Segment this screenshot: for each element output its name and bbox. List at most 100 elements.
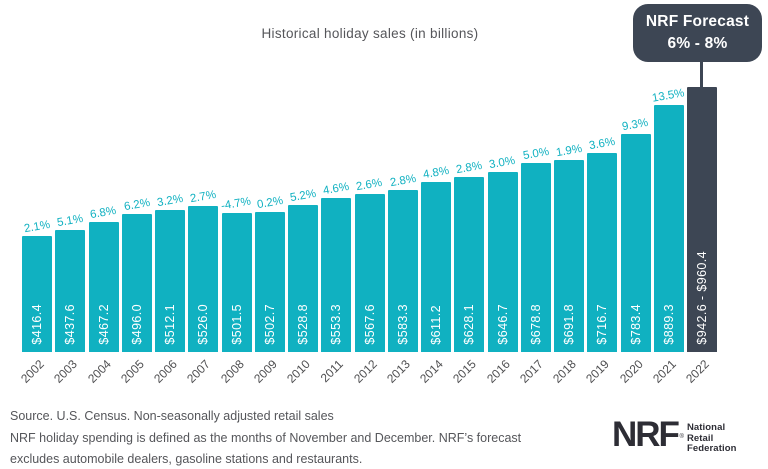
growth-pct-label-2014: 4.8%: [422, 164, 450, 182]
sales-value-label-2015: $628.1: [462, 304, 477, 345]
bar-group-2003: 5.1% $437.6 2003: [51, 75, 86, 386]
callout-connector-line: [700, 60, 703, 89]
forecast-callout-title: NRF Forecast: [645, 13, 750, 30]
sales-bar-2019: $716.7: [587, 153, 618, 352]
bar-group-2014: 4.8% $611.2 2014: [417, 75, 451, 386]
sales-value-label-2021: $889.3: [661, 304, 676, 345]
bar-group-2009: 0.2% $502.7 2009: [251, 75, 285, 386]
bar-group-2013: 2.8% $583.3 2013: [384, 75, 418, 386]
year-axis-label-2002: 2002: [18, 357, 47, 386]
bar-group-2002: 2.1% $416.4 2002: [18, 75, 52, 386]
bar-group-2005: 6.2% $496.0 2005: [118, 75, 152, 386]
sales-bar-2021: $889.3: [653, 105, 684, 352]
year-axis-label-2003: 2003: [51, 357, 81, 386]
sales-value-label-2016: $646.7: [495, 304, 510, 345]
sales-value-label-2012: $567.6: [362, 304, 377, 345]
sales-bar-2004: $467.2: [88, 222, 119, 352]
bar-group-2019: 3.6% $716.7 2019: [583, 75, 618, 386]
year-axis-label-2010: 2010: [284, 357, 313, 386]
year-axis-label-2004: 2004: [84, 357, 114, 386]
sales-value-label-2003: $437.6: [63, 304, 78, 345]
year-axis-label-2018: 2018: [550, 357, 579, 386]
bar-group-2007: 2.7% $526.0 2007: [184, 75, 219, 386]
nrf-logo-name: National Retail Federation: [686, 422, 737, 454]
bar-group-2012: 2.6% $567.6 2012: [351, 75, 385, 386]
plot-area: 2.1% $416.4 2002 5.1% $437.6 2003 6.8% $467.2 20…: [18, 75, 717, 386]
growth-pct-label-2013: 2.8%: [388, 172, 417, 190]
sales-value-label-2013: $583.3: [395, 304, 410, 345]
sales-value-label-2010: $528.8: [296, 304, 310, 345]
source-line: NRF holiday spending is defined as the m…: [10, 430, 522, 445]
sales-value-label-2005: $496.0: [129, 304, 144, 345]
sales-bar-2005: $496.0: [121, 214, 152, 352]
year-axis-label-2015: 2015: [450, 357, 480, 386]
bar-group-2011: 4.6% $553.3 2011: [318, 75, 352, 385]
sales-bar-2006: $512.1: [155, 210, 185, 352]
growth-pct-label-2018: 1.9%: [555, 142, 583, 160]
sales-bar-2015: $628.1: [454, 177, 485, 352]
registered-mark: ®: [679, 434, 685, 440]
growth-pct-label-2015: 2.8%: [455, 159, 484, 177]
growth-pct-label-2002: 2.1%: [23, 218, 51, 236]
sales-value-label-2017: $678.8: [528, 304, 543, 345]
year-axis-label-2019: 2019: [583, 357, 613, 386]
sales-bar-2017: $678.8: [520, 163, 551, 352]
sales-value-label-2004: $467.2: [96, 304, 111, 345]
sales-value-label-2006: $512.1: [163, 304, 177, 345]
sales-value-label-2002: $416.4: [30, 304, 44, 345]
growth-pct-label-2020: 9.3%: [621, 116, 650, 134]
sales-bar-2012: $567.6: [354, 194, 385, 352]
bar-group-2022: $942.6 - $960.4 2022: [683, 75, 717, 386]
year-axis-label-2017: 2017: [516, 357, 546, 386]
source-line: Source. U.S. Census. Non-seasonally adju…: [10, 409, 334, 423]
growth-pct-label-2009: 0.2%: [255, 194, 284, 212]
sales-bar-2014: $611.2: [421, 182, 451, 352]
bar-group-2008: -4.7% $501.5 2008: [218, 75, 253, 385]
growth-pct-label-2005: 6.2%: [122, 196, 151, 214]
sales-value-label-2011: $553.3: [329, 304, 344, 345]
chart-title: Historical holiday sales (in billions): [261, 26, 479, 41]
forecast-bar-2022: $942.6 - $960.4: [687, 87, 717, 352]
source-footnote: Source. U.S. Census. Non-seasonally adju…: [10, 406, 521, 469]
growth-pct-label-2008: -4.7%: [220, 195, 253, 213]
nrf-logo-abbr: NRF ®: [612, 415, 684, 454]
sales-bar-2010: $528.8: [288, 205, 318, 352]
bar-group-2016: 3.0% $646.7 2016: [484, 75, 518, 386]
sales-value-label-2008: $501.5: [229, 304, 244, 345]
year-axis-label-2013: 2013: [383, 357, 413, 386]
bar-group-2010: 5.2% $528.8 2010: [284, 75, 318, 386]
sales-bar-2003: $437.6: [55, 230, 86, 352]
year-axis-label-2014: 2014: [417, 357, 446, 386]
growth-pct-label-2010: 5.2%: [289, 187, 317, 205]
sales-bar-2018: $691.8: [554, 160, 584, 352]
sales-value-label-2009: $502.7: [262, 304, 277, 345]
sales-bar-2007: $526.0: [188, 206, 219, 352]
year-axis-label-2011: 2011: [317, 357, 347, 386]
growth-pct-label-2021: 13.5%: [651, 87, 686, 105]
growth-pct-label-2017: 5.0%: [521, 145, 550, 163]
bar-group-2021: 13.5% $889.3 2021: [650, 75, 686, 386]
bar-group-2006: 3.2% $512.1 2006: [151, 75, 185, 386]
year-axis-label-2008: 2008: [217, 357, 247, 386]
sales-value-label-2007: $526.0: [196, 304, 211, 345]
bar-group-2020: 9.3% $783.4 2020: [617, 75, 651, 386]
sales-bar-2013: $583.3: [387, 190, 418, 352]
growth-pct-label-2019: 3.6%: [588, 135, 617, 153]
year-axis-label-2012: 2012: [350, 357, 380, 386]
source-line: excludes automobile dealers, gasoline st…: [10, 452, 363, 466]
bar-group-2015: 2.8% $628.1 2015: [450, 75, 485, 386]
growth-pct-label-2006: 3.2%: [156, 192, 184, 210]
nrf-forecast-callout: NRF Forecast 6% - 8%: [633, 4, 762, 62]
sales-bar-2016: $646.7: [487, 172, 518, 352]
bar-group-2018: 1.9% $691.8 2018: [550, 75, 584, 386]
sales-bar-2002: $416.4: [22, 236, 52, 352]
growth-pct-label-2003: 5.1%: [56, 212, 85, 230]
year-axis-label-2021: 2021: [649, 357, 679, 386]
year-axis-label-2007: 2007: [184, 357, 214, 386]
bar-group-2017: 5.0% $678.8 2017: [517, 75, 551, 386]
sales-value-label-2014: $611.2: [429, 305, 443, 345]
growth-pct-label-2004: 6.8%: [89, 204, 118, 222]
bar-group-2004: 6.8% $467.2 2004: [85, 75, 119, 386]
year-axis-label-2022: 2022: [683, 357, 712, 386]
